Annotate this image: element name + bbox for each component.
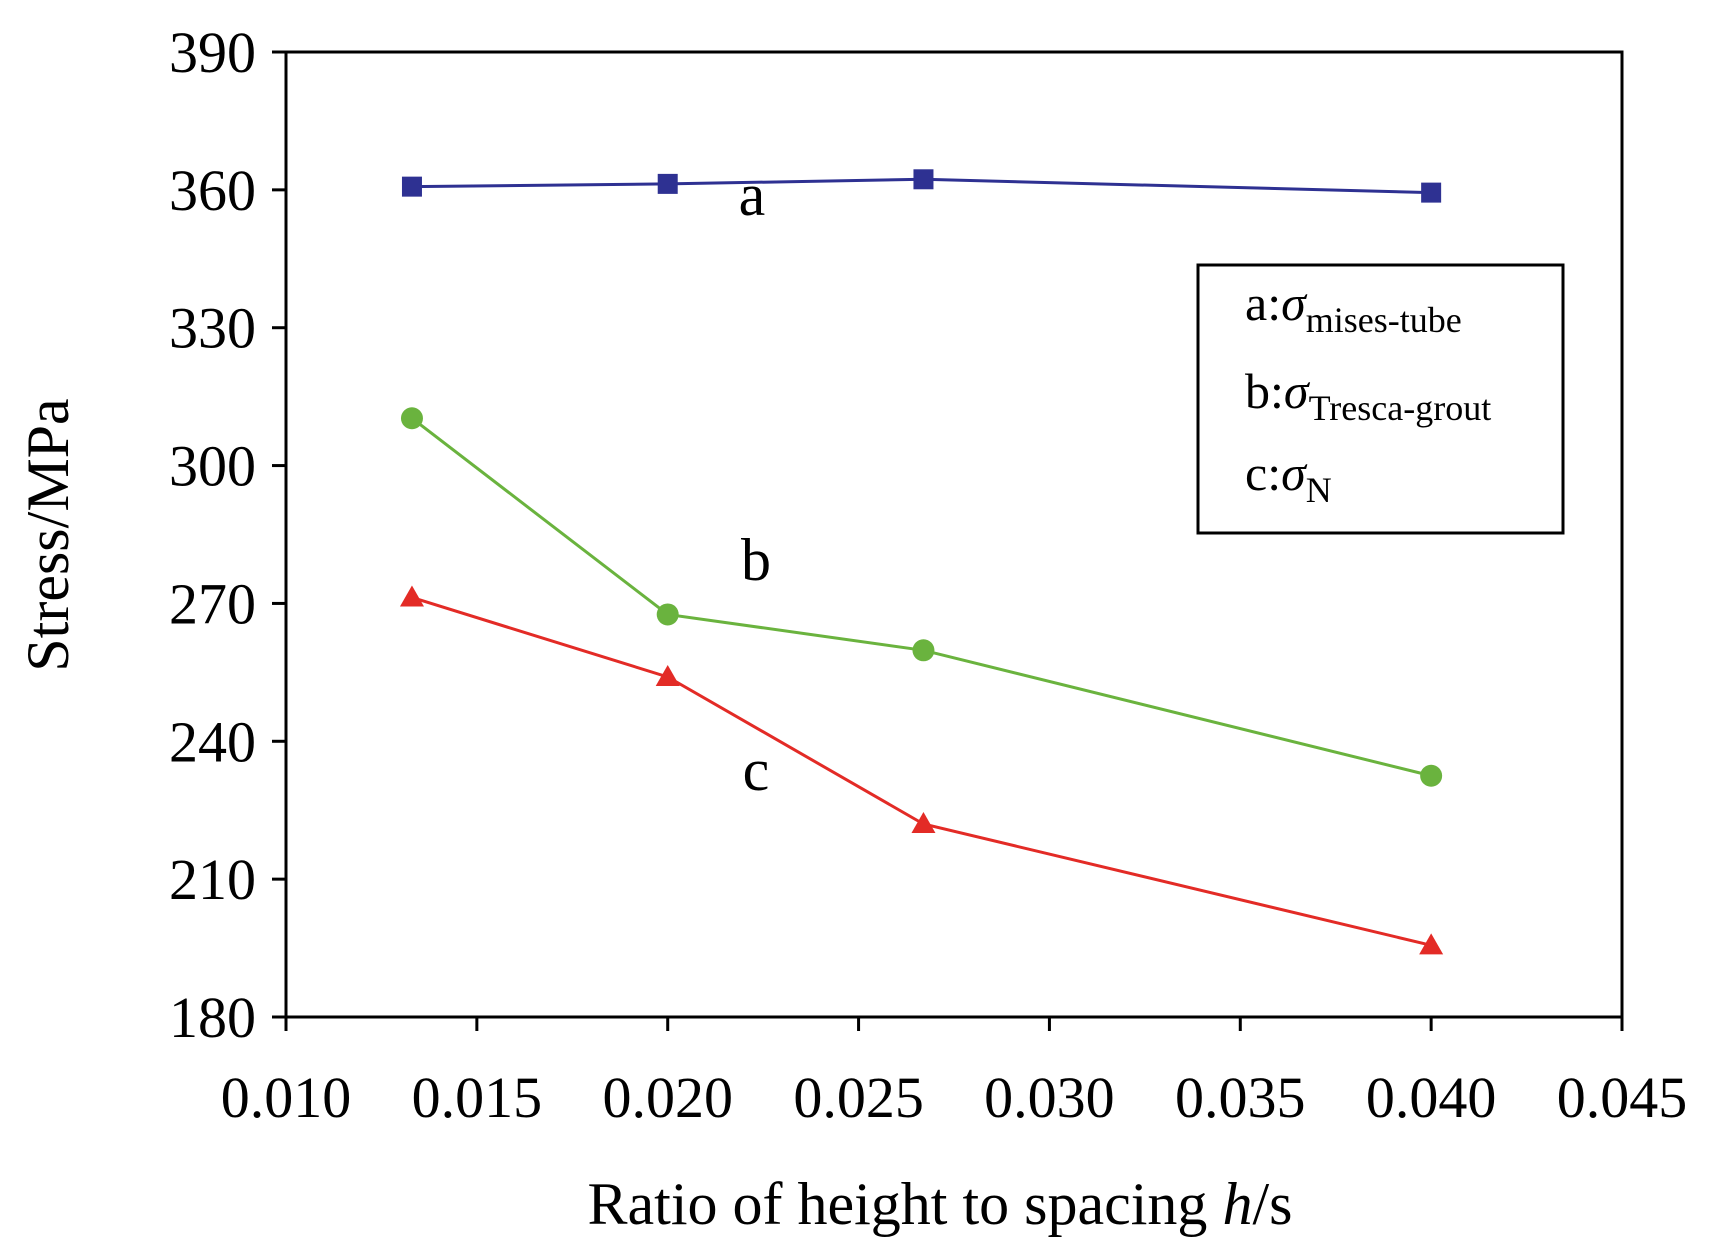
x-tick-label: 0.020 bbox=[602, 1065, 733, 1130]
legend-sub-a: mises-tube bbox=[1306, 300, 1462, 340]
series-layer: a b c bbox=[399, 162, 1444, 955]
y-tick-label: 300 bbox=[169, 434, 256, 499]
x-tick-label: 0.040 bbox=[1366, 1065, 1497, 1130]
series-c: c bbox=[399, 585, 1444, 955]
x-axis-title-tail: /s bbox=[1252, 1171, 1292, 1237]
y-tick-label: 210 bbox=[169, 847, 256, 912]
y-tick-label: 240 bbox=[169, 709, 256, 774]
x-tick-label: 0.010 bbox=[221, 1065, 352, 1130]
y-tick-label: 270 bbox=[169, 571, 256, 636]
legend-box bbox=[1196, 263, 1565, 535]
data-point-a bbox=[401, 176, 422, 197]
series-line-a bbox=[411, 177, 1432, 195]
data-point-a bbox=[1421, 182, 1442, 203]
legend-prefix-c: c: bbox=[1245, 445, 1281, 501]
x-tick-label: 0.035 bbox=[1175, 1065, 1306, 1130]
series-line-b bbox=[411, 417, 1432, 778]
x-tick-label: 0.015 bbox=[412, 1065, 543, 1130]
legend-sigma-a: σ bbox=[1281, 275, 1308, 331]
legend-sigma-b: σ bbox=[1284, 363, 1311, 419]
data-point-c bbox=[399, 585, 424, 607]
series-line-c bbox=[411, 596, 1432, 947]
legend-entry-b: b:σTresca-grout bbox=[1245, 363, 1491, 428]
legend-entry-c: c:σN bbox=[1245, 445, 1332, 510]
x-axis-title: Ratio of height to spacing h/s bbox=[588, 1171, 1293, 1237]
y-tick-label: 360 bbox=[169, 158, 256, 223]
data-point-b bbox=[400, 407, 423, 430]
x-axis: 0.010 0.015 0.020 0.025 0.030 0.035 0.040 0.045 bbox=[221, 1017, 1688, 1130]
plot-area bbox=[284, 50, 1624, 1019]
series-b: b bbox=[400, 407, 1443, 787]
x-axis-title-italic: h bbox=[1222, 1171, 1252, 1237]
curve-label-b: b bbox=[741, 527, 771, 593]
data-point-a bbox=[913, 169, 934, 190]
y-axis: 180 210 240 270 300 330 360 390 bbox=[169, 20, 286, 1050]
legend-sigma-c: σ bbox=[1281, 445, 1308, 501]
curve-label-c: c bbox=[743, 737, 770, 803]
legend-sub-c: N bbox=[1306, 470, 1332, 510]
data-point-c bbox=[655, 664, 680, 686]
legend-entry-a: a:σmises-tube bbox=[1245, 275, 1462, 340]
legend-prefix-b: b: bbox=[1245, 363, 1284, 419]
legend: a:σmises-tube b:σTresca-grout c:σN bbox=[1196, 263, 1565, 535]
x-tick-label: 0.030 bbox=[984, 1065, 1115, 1130]
plot-border bbox=[284, 50, 1624, 1019]
y-tick-label: 330 bbox=[169, 296, 256, 361]
legend-sub-b: Tresca-grout bbox=[1309, 388, 1492, 428]
x-tick-label: 0.045 bbox=[1557, 1065, 1688, 1130]
data-point-b bbox=[1420, 764, 1443, 787]
x-axis-title-main: Ratio of height to spacing bbox=[588, 1171, 1223, 1237]
y-tick-label: 180 bbox=[169, 985, 256, 1050]
data-point-b bbox=[656, 603, 679, 626]
y-tick-label: 390 bbox=[169, 20, 256, 85]
data-point-a bbox=[657, 173, 678, 194]
data-point-b bbox=[912, 639, 935, 662]
data-point-c bbox=[911, 812, 936, 833]
legend-prefix-a: a: bbox=[1245, 275, 1281, 331]
series-a: a bbox=[401, 162, 1442, 228]
data-point-c bbox=[1419, 933, 1444, 955]
x-tick-label: 0.025 bbox=[793, 1065, 924, 1130]
curve-label-a: a bbox=[739, 162, 766, 228]
y-axis-title: Stress/MPa bbox=[15, 398, 81, 671]
